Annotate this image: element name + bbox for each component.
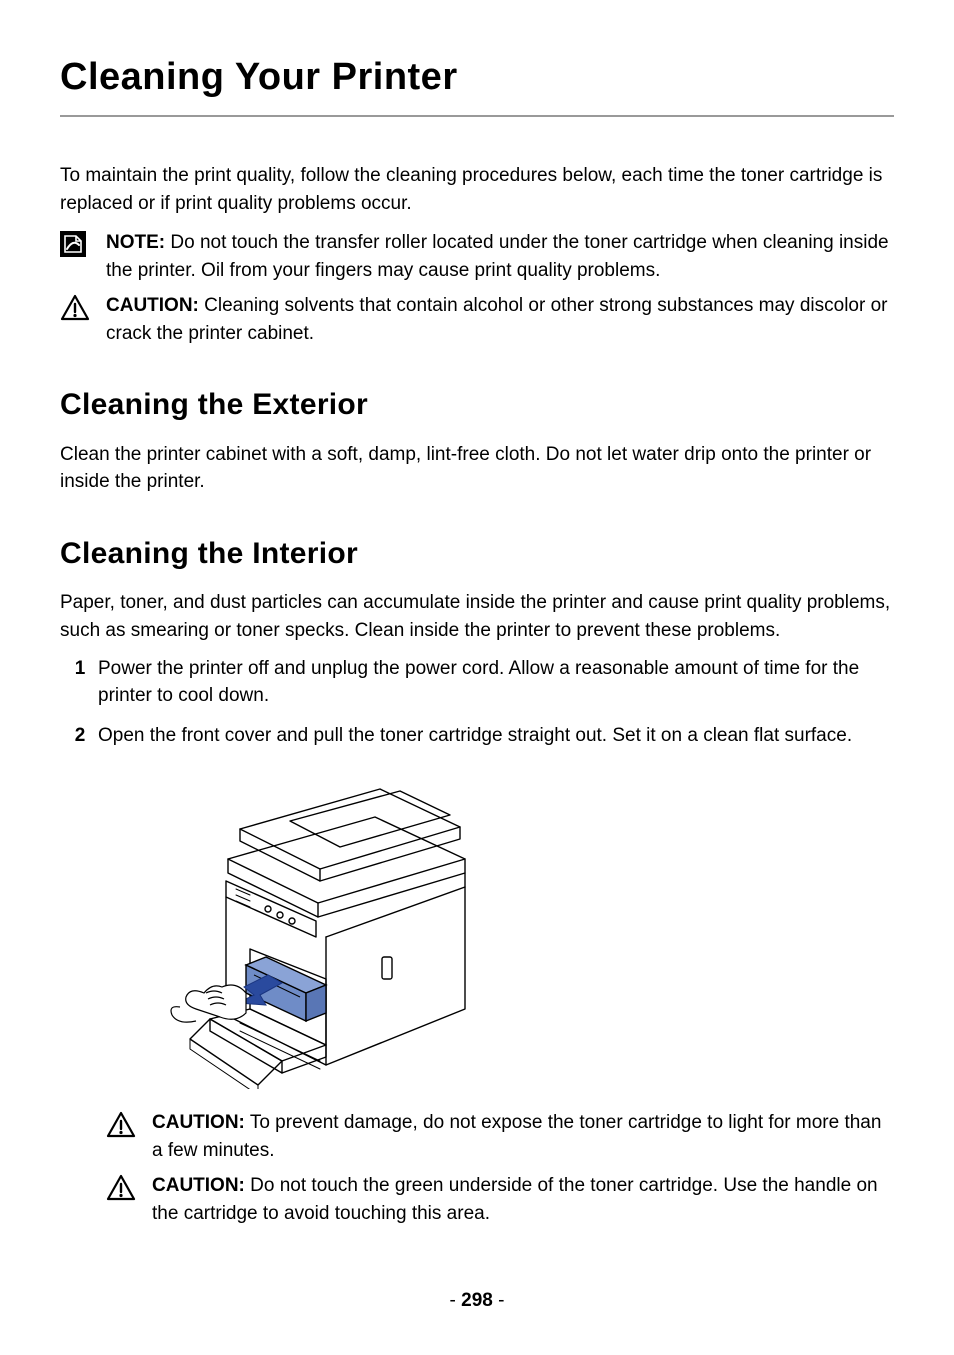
printer-figure — [150, 769, 894, 1089]
step-number: 1 — [60, 655, 92, 683]
step-item: 1 Power the printer off and unplug the p… — [60, 655, 894, 710]
caution-callout-3: CAUTION: Do not touch the green undersid… — [106, 1172, 894, 1227]
page-prefix: - — [450, 1290, 462, 1311]
step-text: Open the front cover and pull the toner … — [92, 722, 894, 750]
caution-callout-2: CAUTION: To prevent damage, do not expos… — [106, 1109, 894, 1164]
caution-icon — [60, 294, 90, 322]
caution-label: CAUTION: — [152, 1112, 245, 1133]
caution-text: Cleaning solvents that contain alcohol o… — [106, 295, 887, 344]
caution-icon — [106, 1111, 136, 1139]
note-label: NOTE: — [106, 232, 165, 253]
steps-list: 1 Power the printer off and unplug the p… — [60, 655, 894, 750]
caution-text: Do not touch the green underside of the … — [152, 1175, 878, 1224]
step-item: 2 Open the front cover and pull the tone… — [60, 722, 894, 750]
note-text: Do not touch the transfer roller located… — [106, 232, 889, 281]
caution-text: To prevent damage, do not expose the ton… — [152, 1112, 881, 1161]
step-number: 2 — [60, 722, 92, 750]
page-number: - 298 - — [60, 1287, 894, 1315]
page-num-value: 298 — [461, 1290, 493, 1311]
note-icon — [60, 231, 86, 257]
page-title: Cleaning Your Printer — [60, 50, 894, 117]
caution-label: CAUTION: — [106, 295, 199, 316]
interior-body: Paper, toner, and dust particles can acc… — [60, 589, 894, 644]
caution-label: CAUTION: — [152, 1175, 245, 1196]
intro-paragraph: To maintain the print quality, follow th… — [60, 162, 894, 217]
exterior-body: Clean the printer cabinet with a soft, d… — [60, 441, 894, 496]
step-text: Power the printer off and unplug the pow… — [92, 655, 894, 710]
section-heading-interior: Cleaning the Interior — [60, 532, 894, 576]
caution-icon — [106, 1174, 136, 1202]
caution-callout-1: CAUTION: Cleaning solvents that contain … — [60, 292, 894, 347]
note-callout: NOTE: Do not touch the transfer roller l… — [60, 229, 894, 284]
section-heading-exterior: Cleaning the Exterior — [60, 383, 894, 427]
page-suffix: - — [493, 1290, 505, 1311]
